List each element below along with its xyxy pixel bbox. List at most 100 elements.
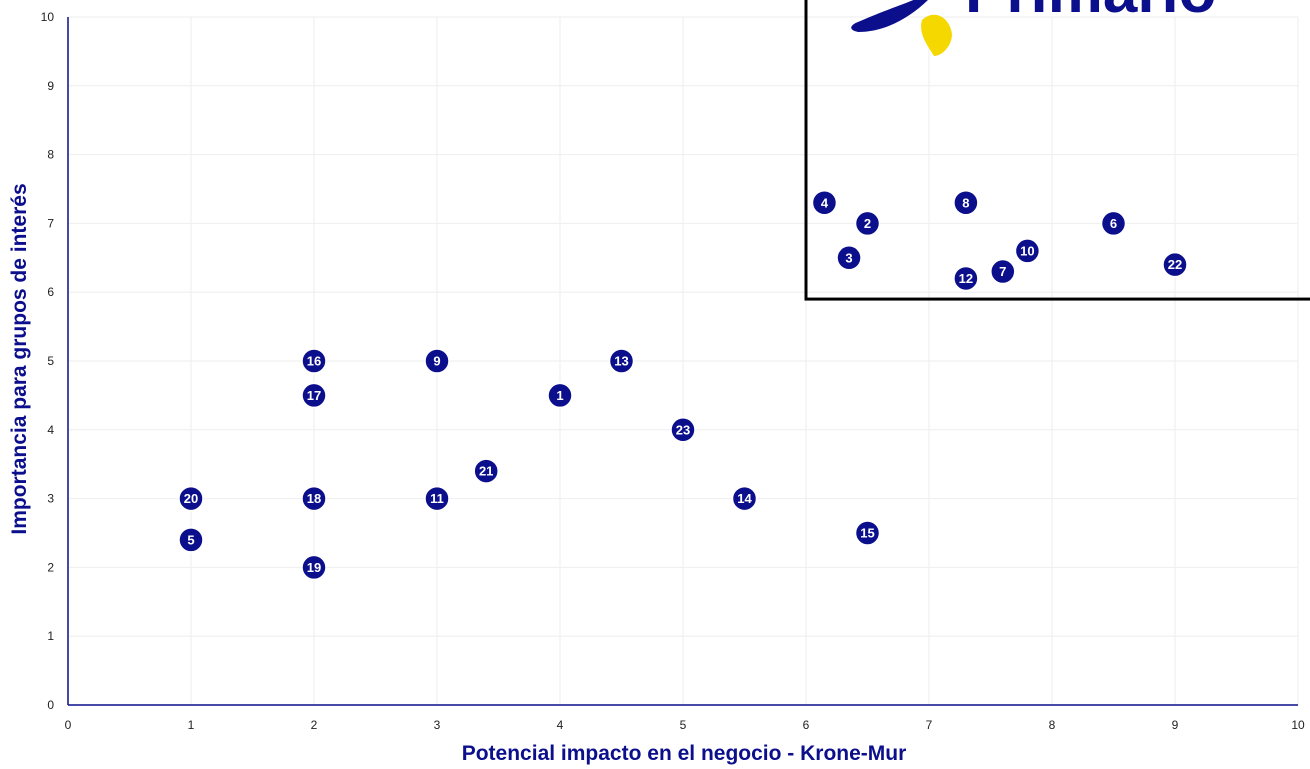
x-tick-label: 5	[680, 718, 687, 732]
y-tick-label: 0	[47, 698, 54, 712]
x-tick-label: 6	[803, 718, 810, 732]
x-tick-labels: 0 1 2 3 4 5 6 7 8 9 10	[65, 718, 1305, 732]
point-label: 18	[307, 491, 321, 506]
brand-logo: Primario	[851, 0, 1217, 56]
data-point-7: 7	[990, 258, 1016, 285]
x-tick-label: 1	[188, 718, 195, 732]
data-point-9: 9	[424, 348, 450, 374]
x-tick-label: 0	[65, 718, 72, 732]
y-tick-label: 8	[47, 148, 54, 162]
point-label: 21	[479, 464, 493, 479]
data-point-6: 6	[1100, 210, 1127, 237]
data-point-1: 1	[547, 382, 573, 409]
data-point-16: 16	[301, 348, 327, 374]
data-point-17: 17	[301, 382, 327, 409]
point-label: 8	[962, 195, 969, 210]
point-marker	[1100, 210, 1127, 237]
y-tick-label: 10	[41, 10, 55, 24]
y-tick-label: 2	[47, 560, 54, 574]
data-point-10: 10	[1014, 238, 1041, 264]
x-tick-label: 9	[1172, 718, 1179, 732]
point-marker	[670, 417, 696, 443]
point-marker	[473, 458, 499, 484]
point-marker	[301, 485, 327, 512]
y-tick-label: 1	[47, 629, 54, 643]
point-marker	[424, 348, 450, 374]
grid-lines	[67, 16, 1299, 706]
point-label: 9	[433, 354, 440, 369]
point-label: 14	[737, 491, 752, 506]
data-point-21: 21	[473, 458, 499, 484]
data-point-22: 22	[1162, 251, 1188, 278]
data-point-19: 19	[301, 554, 327, 581]
data-point-2: 2	[854, 210, 881, 237]
data-point-20: 20	[178, 485, 204, 512]
point-label: 5	[187, 532, 194, 547]
point-label: 22	[1168, 257, 1182, 272]
point-label: 1	[556, 388, 563, 403]
data-point-8: 8	[953, 190, 979, 216]
y-tick-label: 3	[47, 492, 54, 506]
point-marker	[301, 348, 327, 374]
point-marker	[301, 382, 327, 409]
point-marker	[854, 210, 881, 237]
point-label: 6	[1110, 216, 1117, 231]
x-tick-label: 8	[1049, 718, 1056, 732]
x-axis-title: Potencial impacto en el negocio - Krone-…	[462, 742, 907, 765]
y-tick-label: 4	[47, 423, 54, 437]
point-marker	[301, 554, 327, 581]
y-tick-label: 6	[47, 285, 54, 299]
point-marker	[953, 190, 979, 216]
point-marker	[731, 485, 758, 512]
point-marker	[1014, 238, 1041, 264]
x-tick-label: 2	[311, 718, 318, 732]
point-marker	[854, 520, 881, 546]
y-tick-label: 7	[47, 216, 54, 230]
point-label: 20	[184, 491, 198, 506]
point-label: 23	[676, 422, 690, 437]
point-label: 2	[864, 216, 871, 231]
x-tick-label: 3	[434, 718, 441, 732]
x-tick-label: 4	[557, 718, 564, 732]
data-point-12: 12	[953, 265, 979, 292]
point-label: 19	[307, 560, 321, 575]
point-label: 15	[860, 526, 874, 541]
point-label: 10	[1020, 243, 1034, 258]
y-tick-label: 5	[47, 354, 54, 368]
data-point-15: 15	[854, 520, 881, 546]
y-axis-title: Importancia para grupos de interés	[8, 183, 31, 534]
data-point-3: 3	[836, 245, 862, 271]
point-marker	[608, 348, 635, 374]
x-tick-label: 10	[1291, 718, 1305, 732]
y-tick-label: 9	[47, 79, 54, 93]
data-point-23: 23	[670, 417, 696, 443]
data-point-13: 13	[608, 348, 635, 374]
point-label: 7	[999, 264, 1006, 279]
data-point-5: 5	[178, 527, 204, 553]
point-label: 17	[307, 388, 321, 403]
point-marker	[547, 382, 573, 409]
y-tick-labels: 0 1 2 3 4 5 6 7 8 9 10	[41, 10, 55, 712]
point-marker	[1162, 251, 1188, 278]
point-marker	[178, 527, 204, 553]
point-label: 11	[430, 491, 444, 506]
point-label: 12	[959, 271, 973, 286]
point-marker	[953, 265, 979, 292]
point-marker	[811, 190, 838, 216]
data-point-14: 14	[731, 485, 758, 512]
data-point-11: 11	[424, 485, 450, 512]
point-label: 13	[614, 354, 628, 369]
point-label: 3	[845, 250, 852, 265]
highlight-region	[804, 0, 1310, 301]
data-point-18: 18	[301, 485, 327, 512]
point-marker	[990, 258, 1016, 285]
data-point-4: 4	[811, 190, 838, 216]
axes	[67, 17, 1298, 706]
point-marker	[178, 485, 204, 512]
point-marker	[836, 245, 862, 271]
x-tick-label: 7	[926, 718, 933, 732]
logo-text: Primario	[965, 0, 1217, 26]
logo-yellow-drop	[921, 14, 952, 56]
